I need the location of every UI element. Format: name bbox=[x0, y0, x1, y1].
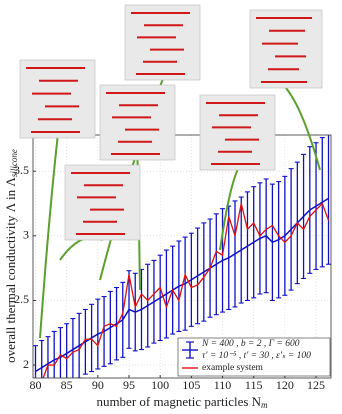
inset-image bbox=[199, 94, 276, 171]
x-axis-label-sub: m bbox=[261, 400, 268, 410]
plot bbox=[33, 135, 331, 378]
x-tick-label: 125 bbox=[307, 378, 325, 392]
ticks: 80 85 90 95 100 105 110 115 120 125 2 2.5 3 3.5 bbox=[14, 163, 325, 392]
legend: N = 400 , b = 2 , Γ = 600 τ′ = 10⁻⁵ , t′… bbox=[177, 337, 331, 377]
inset-image bbox=[99, 84, 176, 161]
y-tick-label: 2.5 bbox=[14, 292, 29, 306]
connector bbox=[285, 87, 321, 171]
y-axis-label-text: overall thermal conductivity Λ in Λ bbox=[3, 177, 18, 363]
x-tick-label: 110 bbox=[214, 378, 232, 392]
y-axis-label-sub: silicone bbox=[9, 149, 19, 177]
x-tick-label: 80 bbox=[29, 378, 41, 392]
inset-image bbox=[64, 164, 141, 241]
legend-box bbox=[177, 337, 331, 377]
connector bbox=[219, 169, 239, 251]
y-axis-label: overall thermal conductivity Λ in Λsilic… bbox=[3, 149, 19, 363]
inset-image bbox=[19, 59, 96, 139]
x-tick-label: 90 bbox=[92, 378, 104, 392]
y-tick-label: 2 bbox=[23, 357, 29, 371]
x-axis-label-text: number of magnetic particles N bbox=[96, 394, 261, 409]
x-tick-label: 115 bbox=[245, 378, 263, 392]
x-tick-label: 120 bbox=[276, 378, 294, 392]
legend-label: N = 400 , b = 2 , Γ = 600 bbox=[201, 339, 300, 349]
x-tick-label: 105 bbox=[182, 378, 200, 392]
y-tick-label: 3 bbox=[23, 228, 29, 242]
legend-label: τ′ = 10⁻⁵ , t′ = 30 , ε′ₛ = 100 bbox=[202, 351, 311, 361]
insets bbox=[19, 4, 323, 339]
x-tick-label: 100 bbox=[151, 378, 169, 392]
connector bbox=[39, 137, 59, 339]
legend-label: example system bbox=[202, 363, 264, 373]
y-tick-label: 3.5 bbox=[14, 163, 29, 177]
x-tick-label: 85 bbox=[61, 378, 73, 392]
x-tick-label: 95 bbox=[123, 378, 135, 392]
x-axis-label: number of magnetic particles Nm bbox=[96, 394, 268, 410]
inset-image bbox=[249, 9, 323, 89]
axes-frame bbox=[32, 134, 332, 379]
inset-image bbox=[124, 4, 201, 81]
series-line bbox=[35, 202, 330, 378]
